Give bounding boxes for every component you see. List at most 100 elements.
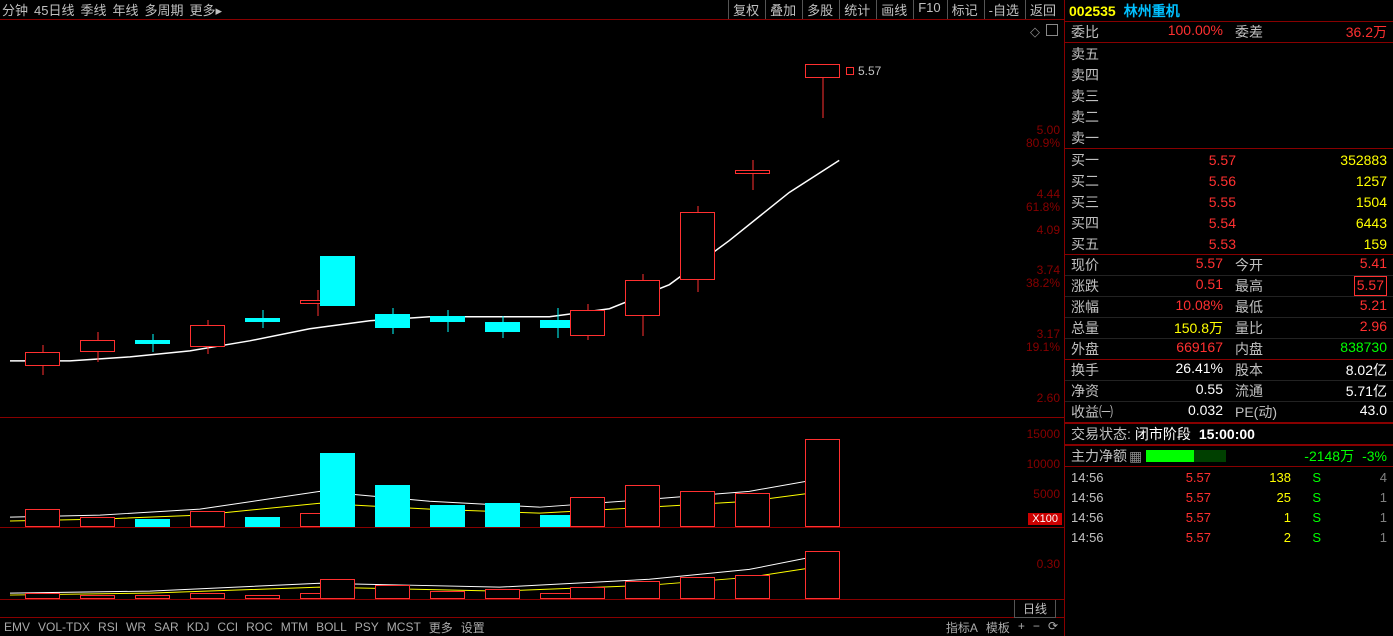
indicator-tab[interactable]: PSY [355,620,379,634]
ind-bar [190,593,225,599]
indicator-tab[interactable]: CCI [217,620,238,634]
quote-row: 涨幅10.08%最低5.21 [1065,297,1393,318]
axis-label: 0.30 [1037,558,1060,571]
quote-panel: 002535 林州重机 委比 100.00% 委差 36.2万 卖五 卖四 卖三… [1065,0,1393,636]
trade-row: 14:56 5.57 138 S 4 [1065,467,1393,487]
menu-item[interactable]: 返回 [1025,0,1060,19]
indicator-tool[interactable]: 指标A [946,619,978,636]
candle [680,20,715,417]
period-tab[interactable]: 日线 [1014,599,1056,618]
stock-name: 林州重机 [1124,1,1180,21]
quote-row: 净资0.55流通5.71亿 [1065,381,1393,402]
ind-bar [805,551,840,599]
candle [805,20,840,417]
quote-row: 涨跌0.51最高5.57 [1065,276,1393,297]
stock-title: 002535 林州重机 [1065,0,1393,22]
axis-label: 15000 [1027,428,1060,441]
candle [375,20,410,417]
stock-code: 002535 [1069,3,1116,19]
orderbook-row: 卖二 [1065,106,1393,127]
orderbook-row: 卖三 [1065,85,1393,106]
indicator-tab[interactable]: EMV [4,620,30,634]
trade-row: 14:56 5.57 2 S 1 [1065,527,1393,547]
indicator-tab[interactable]: BOLL [316,620,347,634]
menu-item[interactable]: 年线 [113,0,139,19]
indicator-tool[interactable]: 模板 [986,619,1010,636]
ind-bar [80,595,115,599]
indicator-tab[interactable]: KDJ [187,620,210,634]
indicator-tool[interactable]: − [1033,619,1040,636]
axis-label: 5.0080.9% [1026,124,1060,150]
menu-item[interactable]: F10 [913,0,944,19]
weibi-row: 委比 100.00% 委差 36.2万 [1065,22,1393,43]
indicator-tool[interactable]: ⟳ [1048,619,1058,636]
indicator-tab[interactable]: SAR [154,620,179,634]
menu-item[interactable]: 画线 [876,0,911,19]
chart-box-icon[interactable] [1046,24,1058,36]
candle [735,20,770,417]
orderbook-row: 买三 5.55 1504 [1065,191,1393,212]
ind-bar [375,585,410,599]
quote-row: 现价5.57今开5.41 [1065,255,1393,276]
menu-item[interactable]: 45日线 [34,0,74,19]
ind-bar [430,591,465,599]
indicator-tab[interactable]: WR [126,620,146,634]
trade-status: 交易状态: 闭市阶段 15:00:00 [1065,423,1393,445]
menu-item[interactable]: -自选 [984,0,1023,19]
indicator-tab[interactable]: ROC [246,620,273,634]
menu-item[interactable]: 统计 [839,0,874,19]
indicator-tool[interactable]: + [1018,619,1025,636]
indicator-tab[interactable]: VOL-TDX [38,620,90,634]
orderbook-row: 买一 5.57 352883 [1065,149,1393,170]
indicator-menu: EMV VOL-TDX RSI WR SAR KDJ CCI ROC MTM BOLL PSY MCS… [0,618,1064,636]
menu-item[interactable]: 季线 [80,0,106,19]
indicator-tab[interactable]: MCST [387,620,421,634]
top-menu: 分钟 45日线季线年线多周期更多▸ 复权叠加多股统计画线F10标记-自选返回 [0,0,1064,20]
indicator-tab[interactable]: 更多 [429,619,453,636]
candle [135,20,170,417]
chart-panel: 分钟45日线季线年线多周期更多▸ 复权叠加多股统计画线F10标记-自选返回 ◇ … [0,0,1065,636]
ind-bar [570,587,605,599]
menu-item[interactable]: 多周期 [145,0,184,19]
bottom-tab-row: 日线 [0,600,1064,618]
candle [245,20,280,417]
volume-bar [190,511,225,527]
volume-bar [570,497,605,527]
quote-row: 换手26.41%股本8.02亿 [1065,360,1393,381]
ind-bar [135,595,170,599]
x100-badge: X100 [1028,513,1062,525]
volume-bar [135,519,170,527]
menu-item[interactable]: 分钟 [2,0,28,19]
volume-bar [625,485,660,527]
volume-chart[interactable]: X100 15000100005000 [0,418,1064,528]
menu-item[interactable]: 标记 [947,0,982,19]
orderbook-row: 卖五 [1065,43,1393,64]
candle [485,20,520,417]
menu-item[interactable]: 多股 [802,0,837,19]
menu-item[interactable]: 更多▸ [190,0,223,19]
menu-item[interactable]: 复权 [728,0,763,19]
axis-label: 4.4461.8% [1026,188,1060,214]
indicator-tab[interactable]: 设置 [461,619,485,636]
ind-bar [245,595,280,599]
trade-row: 14:56 5.57 1 S 1 [1065,507,1393,527]
ind-bar [625,581,660,599]
candle [25,20,60,417]
force-bar: 主力净额 ▦ -2148万 -3% [1065,445,1393,467]
quote-row: 收益㈠0.032PE(动)43.0 [1065,402,1393,423]
price-marker: 5.57 [844,64,883,78]
indicator-tab[interactable]: RSI [98,620,118,634]
indicator-tab[interactable]: MTM [281,620,308,634]
axis-label: 2.60 [1037,392,1060,405]
volume-bar [735,493,770,527]
price-chart[interactable]: ◇ 5.0080.9%4.4461.8%4.093.7438.2%3.1719.… [0,20,1064,418]
orderbook-row: 买四 5.54 6443 [1065,212,1393,233]
ind-bar [680,577,715,599]
indicator-chart[interactable]: 7 0.30 [0,528,1064,600]
volume-bar [80,517,115,527]
axis-label: 3.1719.1% [1026,328,1060,354]
candle [430,20,465,417]
volume-bar [320,453,355,527]
menu-item[interactable]: 叠加 [765,0,800,19]
orderbook-row: 买五 5.53 159 [1065,233,1393,254]
